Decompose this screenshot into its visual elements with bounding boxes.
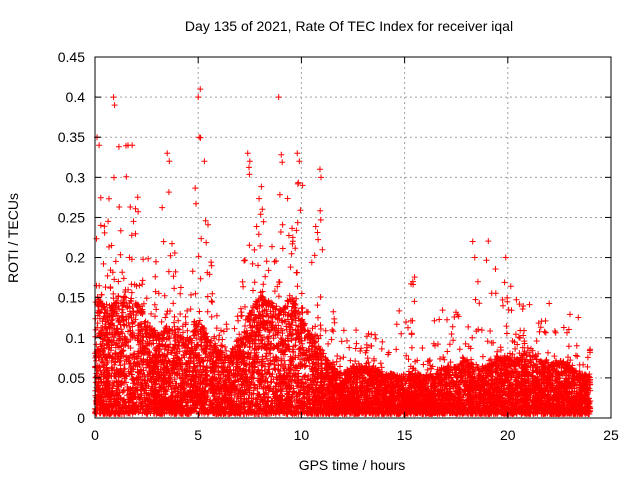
y-axis-ticks: 0 0.05 0.1 0.15 0.2 0.25 0.3 0.35 0.4 0.45 xyxy=(58,49,611,426)
roti-peak-point xyxy=(246,158,253,165)
x-axis-title: GPS time / hours xyxy=(299,457,406,473)
roti-peak-point xyxy=(275,94,282,101)
roti-peak-point xyxy=(197,86,204,93)
roti-peak-point xyxy=(129,142,136,149)
y-tick-label: 0 xyxy=(77,410,85,426)
y-tick-label: 0.45 xyxy=(58,49,85,65)
y-axis-title: ROTI / TECUs xyxy=(5,193,21,283)
roti-peak-point xyxy=(294,150,301,157)
roti-peak-point xyxy=(469,238,476,245)
x-tick-label: 10 xyxy=(294,427,310,443)
plot-frame xyxy=(94,56,612,419)
x-axis-ticks: 0 5 10 15 20 25 xyxy=(91,57,619,443)
y-tick-label: 0.05 xyxy=(58,370,85,386)
roti-peak-point xyxy=(316,166,323,173)
y-tick-label: 0.3 xyxy=(66,169,86,185)
y-tick-label: 0.2 xyxy=(66,250,86,266)
roti-peak-point xyxy=(244,150,251,157)
y-tick-label: 0.35 xyxy=(58,129,85,145)
axes-layer xyxy=(94,56,612,419)
roti-peak-point xyxy=(409,278,416,285)
y-tick-label: 0.25 xyxy=(58,209,85,225)
x-tick-label: 25 xyxy=(603,427,619,443)
roti-peak-point xyxy=(164,150,171,157)
x-tick-label: 20 xyxy=(500,427,516,443)
roti-peak-point xyxy=(195,94,202,101)
x-tick-label: 15 xyxy=(397,427,413,443)
roti-peak-point xyxy=(111,102,118,109)
y-tick-label: 0.1 xyxy=(66,330,86,346)
roti-peak-point xyxy=(471,254,478,261)
roti-point-cloud xyxy=(92,134,594,417)
x-tick-label: 5 xyxy=(194,427,202,443)
chart-title: Day 135 of 2021, Rate Of TEC Index for r… xyxy=(185,18,513,34)
roti-peak-point xyxy=(502,254,509,261)
roti-peak-point xyxy=(166,158,173,165)
roti-peak-point xyxy=(96,142,103,149)
y-tick-label: 0.15 xyxy=(58,290,85,306)
x-tick-label: 0 xyxy=(91,427,99,443)
roti-peak-point xyxy=(318,174,325,181)
points-layer xyxy=(92,86,594,417)
roti-peak-point xyxy=(296,158,303,165)
roti-peak-point xyxy=(201,158,208,165)
roti-peak-point xyxy=(110,94,117,101)
y-tick-label: 0.4 xyxy=(66,89,86,105)
roti-peak-point xyxy=(196,134,203,141)
